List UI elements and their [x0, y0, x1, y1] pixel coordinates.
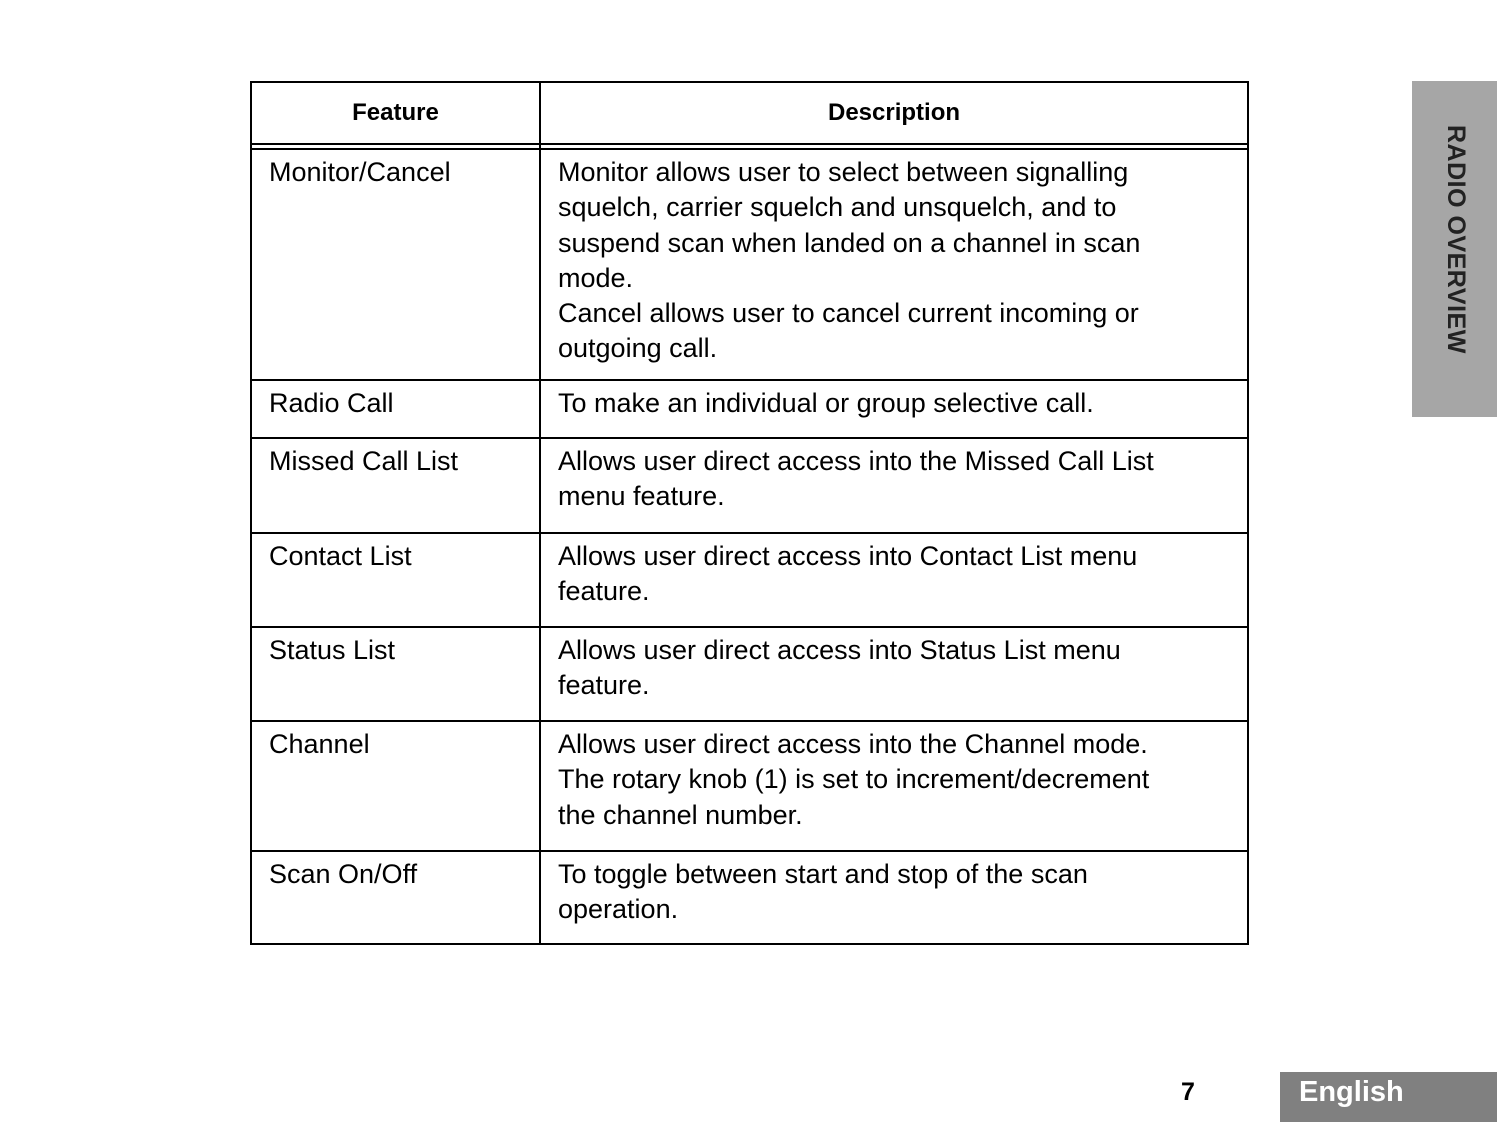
description-line: suspend scan when landed on a channel in…: [558, 227, 1141, 258]
description-line: Allows user direct access into Status Li…: [558, 635, 1121, 665]
header-description: Description: [539, 81, 1249, 144]
description-line: squelch, carrier squelch and unsquelch, …: [558, 192, 1117, 223]
description-cell: Allows user direct access into Status Li…: [539, 626, 1249, 722]
table-row: Radio Call To make an individual or group…: [250, 379, 1249, 439]
section-tab-label: RADIO OVERVIEW: [1442, 125, 1470, 354]
description-cell: Monitor allows user to select between si…: [539, 148, 1249, 381]
description-cell: Allows user direct access into Contact L…: [539, 532, 1249, 628]
description-line: mode.: [558, 262, 634, 293]
description-line: feature.: [558, 670, 650, 701]
description-line: The rotary knob (1) is set to increment/…: [558, 764, 1150, 795]
header-separator: [250, 143, 1249, 150]
description-line: Monitor allows user to select between si…: [558, 157, 1129, 187]
table-header-row: Feature Description: [250, 81, 1249, 144]
description-cell: To make an individual or group selective…: [539, 379, 1249, 439]
description-line: the channel number.: [558, 799, 803, 830]
feature-cell: Radio Call: [250, 379, 541, 439]
header-feature: Feature: [250, 81, 541, 144]
language-tab-label: English: [1299, 1076, 1404, 1108]
description-line: To toggle between start and stop of the …: [558, 859, 1088, 889]
feature-table: Feature Description Monitor/Cancel Monito…: [250, 81, 1249, 945]
description-line: Allows user direct access into Contact L…: [558, 541, 1138, 571]
section-tab: RADIO OVERVIEW: [1412, 81, 1497, 417]
description-line: Allows user direct access into the Misse…: [558, 446, 1154, 476]
description-line: menu feature.: [558, 481, 725, 512]
page-number: 7: [1181, 1078, 1195, 1106]
table-row: Scan On/Off To toggle between start and s…: [250, 850, 1249, 945]
description-line: operation.: [558, 894, 679, 925]
feature-cell: Channel: [250, 720, 541, 852]
table-row: Monitor/Cancel Monitor allows user to sel…: [250, 148, 1249, 381]
feature-cell: Contact List: [250, 532, 541, 628]
feature-cell: Scan On/Off: [250, 850, 541, 945]
description-cell: Allows user direct access into the Misse…: [539, 437, 1249, 534]
language-tab: English: [1280, 1072, 1497, 1122]
description-cell: To toggle between start and stop of the …: [539, 850, 1249, 945]
description-line: outgoing call.: [558, 333, 718, 364]
feature-cell: Monitor/Cancel: [250, 148, 541, 381]
table-row: Status List Allows user direct access int…: [250, 626, 1249, 722]
feature-cell: Status List: [250, 626, 541, 722]
table-row: Contact List Allows user direct access in…: [250, 532, 1249, 628]
description-cell: Allows user direct access into the Chann…: [539, 720, 1249, 852]
description-line: Allows user direct access into the Chann…: [558, 729, 1148, 759]
feature-cell: Missed Call List: [250, 437, 541, 534]
description-line: To make an individual or group selective…: [558, 388, 1094, 418]
table-row: Missed Call List Allows user direct acces…: [250, 437, 1249, 534]
description-line: feature.: [558, 576, 650, 607]
description-line: Cancel allows user to cancel current inc…: [558, 298, 1139, 329]
table-row: Channel Allows user direct access into th…: [250, 720, 1249, 852]
